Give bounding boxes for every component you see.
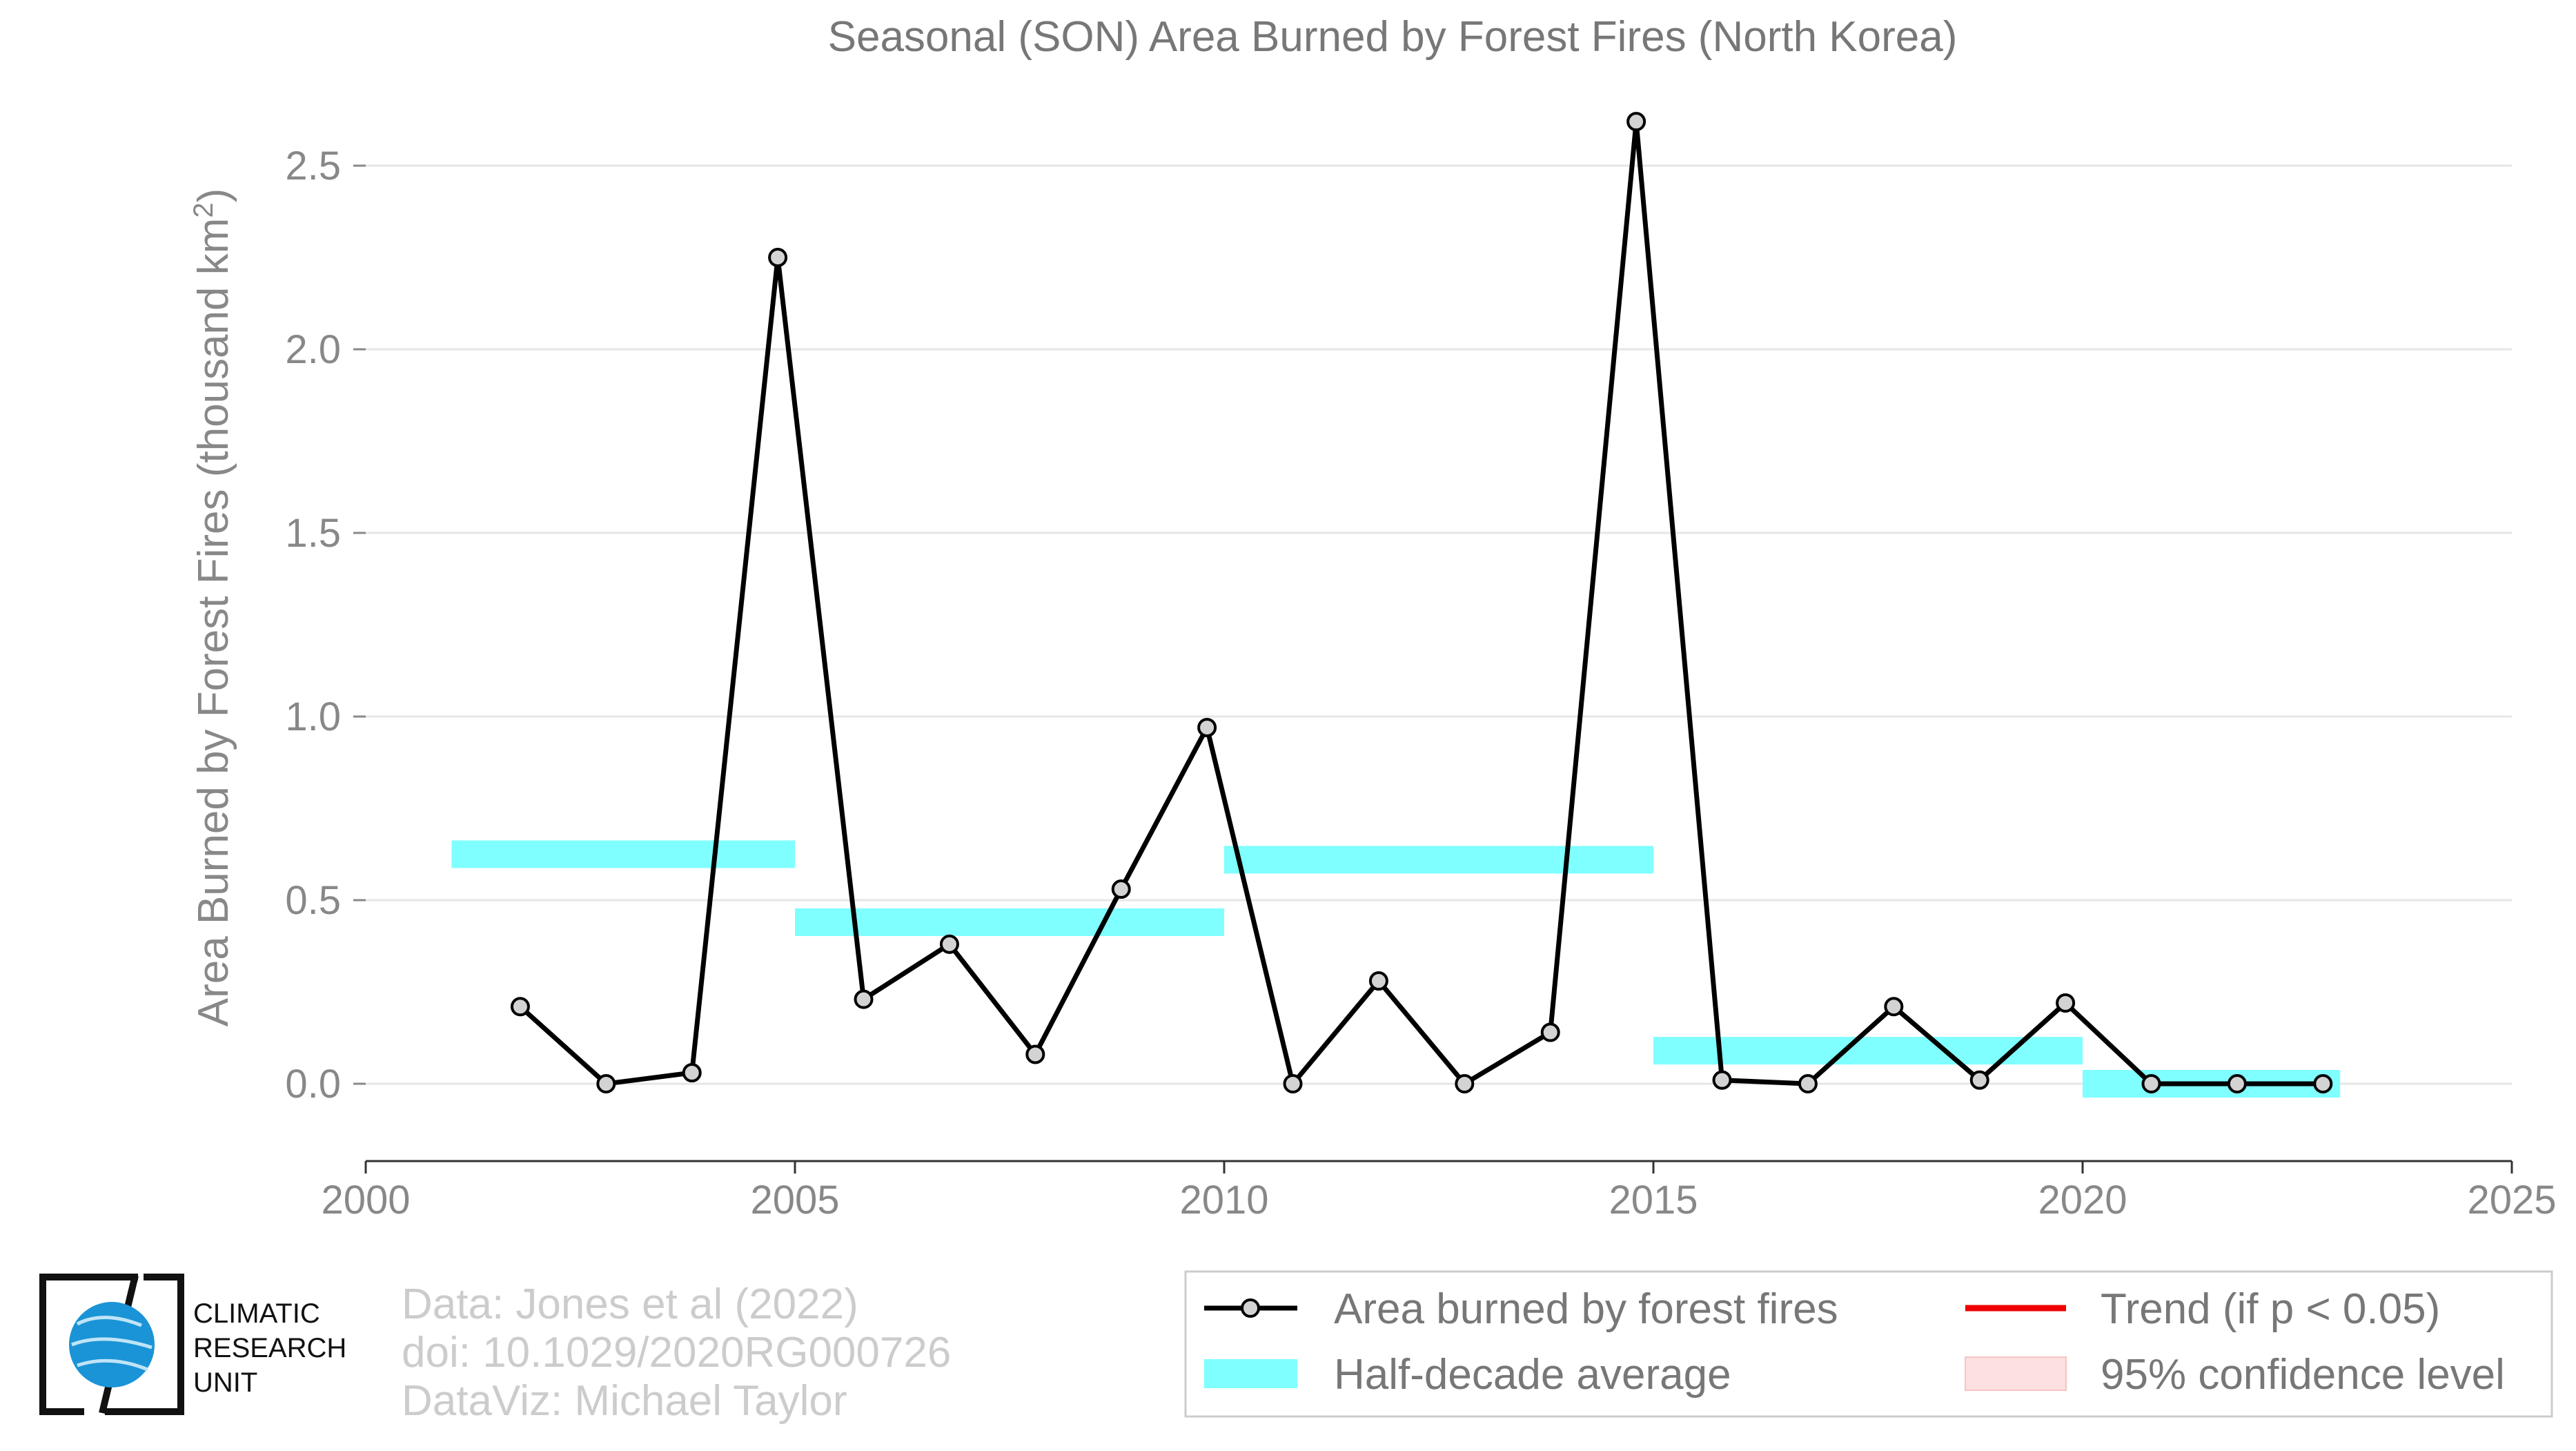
y-tick-labels: 0.0 0.5 1.0 1.5 2.0 2.5 — [285, 144, 366, 1107]
data-point — [2141, 1074, 2161, 1093]
legend-label-series: Area burned by forest fires — [1334, 1285, 1838, 1333]
logo-bracket-right — [105, 1274, 184, 1415]
legend-swatch-confidence — [1965, 1356, 2067, 1391]
grid-lines — [366, 164, 2512, 1085]
data-point — [1455, 1074, 1475, 1093]
data-point — [2227, 1074, 2247, 1093]
data-point — [1884, 997, 1904, 1017]
half-decade-average-band — [795, 908, 1224, 936]
chart-title: Seasonal (SON) Area Burned by Forest Fir… — [828, 13, 1958, 61]
data-point — [1969, 1070, 1989, 1090]
y-tick-label: 0.5 — [285, 878, 341, 923]
series-line — [518, 119, 2323, 1087]
data-point — [854, 989, 874, 1009]
logo-text-line1: CLIMATIC — [193, 1298, 320, 1329]
data-point — [510, 997, 530, 1017]
data-point — [1798, 1074, 1818, 1093]
y-axis-label-close: ) — [190, 188, 237, 203]
y-tick-label: 2.0 — [285, 327, 341, 372]
data-point — [768, 248, 788, 267]
data-point — [939, 934, 959, 954]
y-axis-label-main: Area Burned by Forest Fires (thousand km — [190, 218, 237, 1027]
y-axis-label-superscript: 2 — [188, 202, 219, 217]
legend-box — [1184, 1270, 2553, 1418]
data-point — [1025, 1044, 1045, 1064]
half-decade-average-bands — [451, 840, 2341, 1098]
data-point — [1540, 1022, 1560, 1042]
cru-logo: CLIMATIC RESEARCH UNIT — [39, 1274, 346, 1415]
legend-label-confidence: 95% confidence level — [2101, 1351, 2505, 1399]
legend: Area burned by forest fires Half-decade … — [1184, 1270, 2553, 1418]
x-tick-label: 2025 — [2467, 1178, 2556, 1223]
data-point — [1111, 879, 1131, 899]
data-point — [596, 1074, 616, 1093]
legend-label-trend: Trend (if p < 0.05) — [2101, 1285, 2440, 1333]
data-point — [2056, 993, 2076, 1013]
credit-dataviz: DataViz: Michael Taylor — [402, 1377, 847, 1425]
data-point — [1197, 717, 1217, 737]
x-tick-label: 2010 — [1179, 1178, 1268, 1223]
half-decade-average-band — [451, 840, 795, 868]
legend-swatch-average — [1204, 1359, 1297, 1388]
x-tick-label: 2000 — [321, 1178, 410, 1223]
data-point — [1712, 1070, 1732, 1090]
x-tick-labels: 2000 2005 2010 2015 2020 2025 — [321, 1161, 2557, 1223]
logo-text-line3: UNIT — [193, 1367, 257, 1398]
y-tick-label: 0.0 — [285, 1062, 341, 1107]
logo-text-line2: RESEARCH — [193, 1333, 346, 1363]
y-tick-label: 2.5 — [285, 144, 341, 188]
half-decade-average-band — [1224, 846, 1653, 874]
series-area-burned — [510, 112, 2333, 1093]
data-point — [1368, 971, 1388, 991]
data-point — [2313, 1074, 2333, 1093]
x-tick-label: 2020 — [2038, 1178, 2127, 1223]
legend-swatch-series-marker — [1241, 1298, 1260, 1318]
logo-bracket-left — [39, 1274, 138, 1415]
credit-doi: doi: 10.1029/2020RG000726 — [402, 1329, 951, 1376]
data-point — [682, 1063, 702, 1083]
y-tick-label: 1.5 — [285, 511, 341, 556]
credit-data: Data: Jones et al (2022) — [402, 1280, 858, 1328]
x-tick-label: 2005 — [750, 1178, 839, 1223]
y-axis-label: Area Burned by Forest Fires (thousand km… — [188, 188, 237, 1027]
legend-label-average: Half-decade average — [1334, 1351, 1731, 1399]
data-point — [1626, 112, 1646, 132]
x-tick-label: 2015 — [1609, 1178, 1698, 1223]
globe-icon-lines — [71, 1316, 153, 1372]
y-tick-label: 1.0 — [285, 694, 341, 739]
data-point — [1283, 1074, 1303, 1093]
